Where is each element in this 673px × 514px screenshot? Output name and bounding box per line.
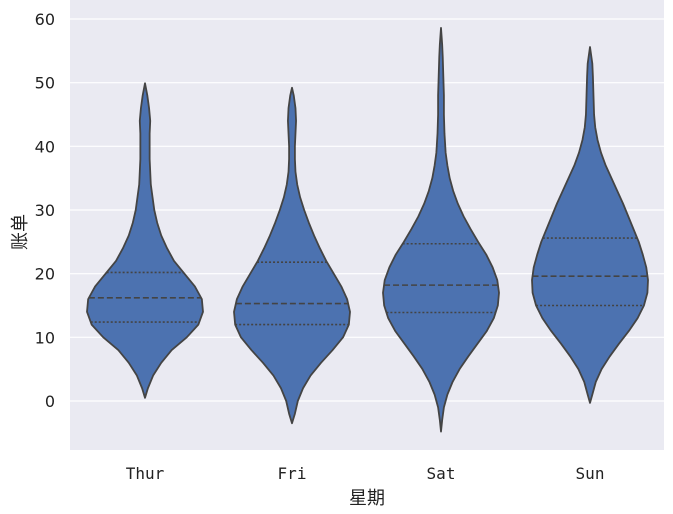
violin-body (86, 82, 204, 399)
y-tick-labels: 0 10 20 30 40 50 60 (35, 10, 55, 411)
violin-body (531, 46, 649, 404)
x-tick-labels: Thur Fri Sat Sun (126, 464, 605, 483)
x-tick-label: Sun (576, 464, 605, 483)
violins (86, 27, 649, 433)
x-tick-label: Thur (126, 464, 165, 483)
y-tick-label: 20 (35, 265, 55, 284)
violin-body (382, 27, 500, 433)
x-tick-label: Fri (278, 464, 307, 483)
x-tick-label: Sat (427, 464, 456, 483)
y-tick-label: 40 (35, 137, 55, 156)
y-axis-title: 账单 (10, 214, 31, 250)
y-tick-label: 50 (35, 74, 55, 93)
y-tick-label: 60 (35, 10, 55, 29)
x-axis-title: 星期 (349, 488, 385, 509)
y-tick-label: 0 (45, 392, 55, 411)
violin-body (233, 86, 351, 425)
y-tick-label: 10 (35, 328, 55, 347)
y-tick-label: 30 (35, 201, 55, 220)
